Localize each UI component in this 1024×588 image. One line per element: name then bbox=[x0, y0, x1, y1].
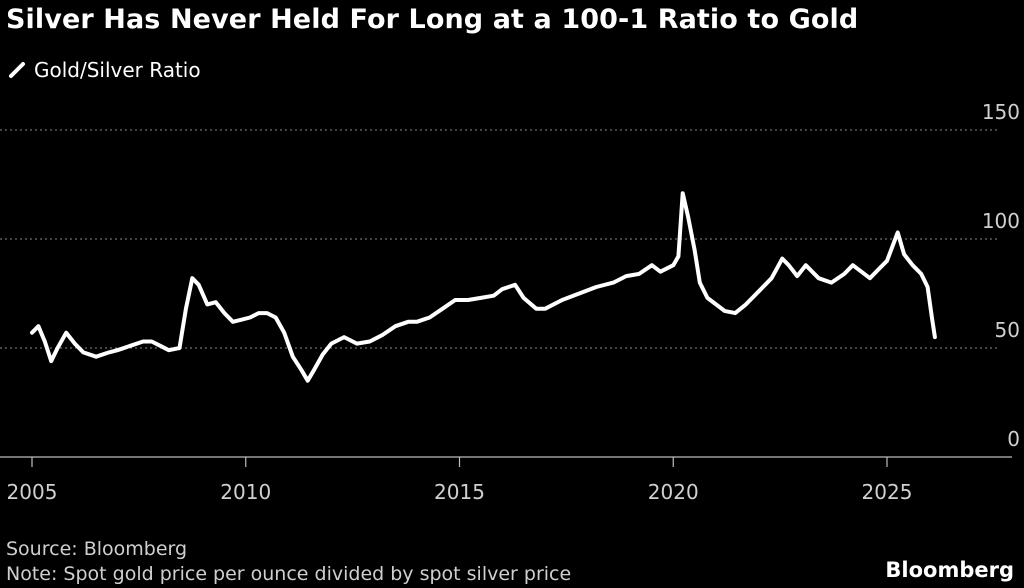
legend-label: Gold/Silver Ratio bbox=[34, 58, 201, 82]
chart-title: Silver Has Never Held For Long at a 100-… bbox=[6, 4, 859, 35]
y-tick-label: 100 bbox=[982, 209, 1020, 233]
legend-line-icon bbox=[9, 62, 25, 78]
x-tick-label: 2005 bbox=[7, 480, 58, 504]
legend: Gold/Silver Ratio bbox=[8, 58, 201, 82]
bloomberg-logo: Bloomberg bbox=[885, 558, 1014, 582]
x-tick-label: 2025 bbox=[862, 480, 913, 504]
x-tick-label: 2010 bbox=[220, 480, 271, 504]
source-note: Source: Bloomberg bbox=[6, 538, 188, 560]
y-tick-label: 50 bbox=[995, 318, 1020, 342]
x-tick-label: 2015 bbox=[434, 480, 485, 504]
series-line bbox=[30, 191, 937, 383]
y-tick-label: 150 bbox=[982, 100, 1020, 124]
footnote: Note: Spot gold price per ounce divided … bbox=[6, 563, 572, 585]
x-tick-label: 2020 bbox=[648, 480, 699, 504]
y-tick-label: 0 bbox=[1007, 427, 1020, 451]
